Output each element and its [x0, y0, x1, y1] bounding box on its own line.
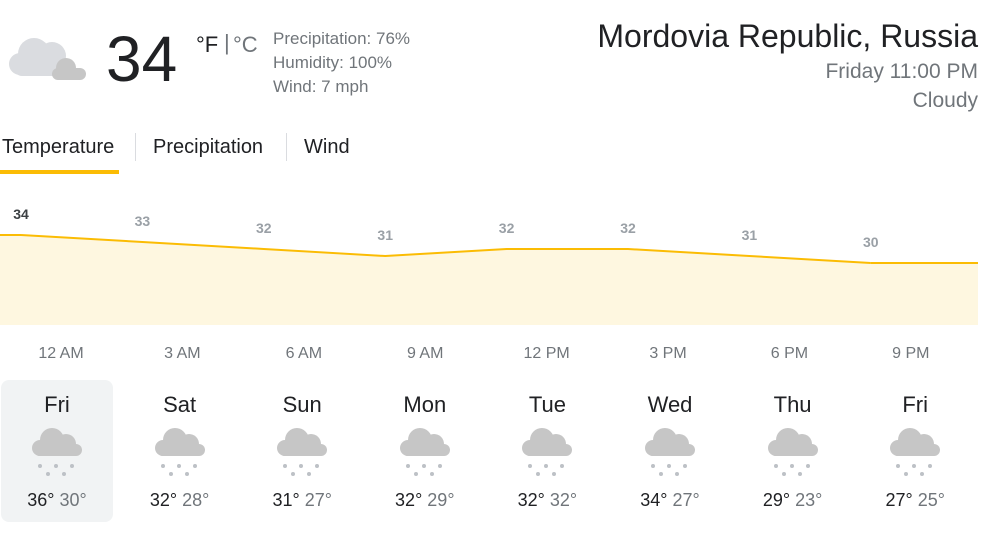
high: 32°: [149, 490, 178, 510]
value-label: 33: [135, 213, 151, 229]
value-label: 34: [13, 206, 29, 222]
day-name: Sun: [282, 392, 322, 417]
high: 36°: [27, 490, 55, 510]
location: Mordovia Republic, Russia: [597, 18, 978, 54]
weather-icon: [9, 38, 86, 80]
temperature-line: [20, 234, 871, 264]
day-card[interactable]: Wed 34° 27°: [614, 380, 726, 522]
high: 31°: [272, 490, 300, 510]
unit-separator: |: [224, 30, 230, 55]
day-icon: [890, 428, 941, 476]
low: 25°: [917, 490, 945, 510]
day-icon: [645, 428, 695, 476]
high: 27°: [885, 490, 913, 510]
value-label: 30: [863, 234, 879, 250]
day-card[interactable]: Tue 32° 32°: [491, 380, 603, 522]
temps: 32° 29°: [369, 490, 481, 511]
low: 27°: [304, 490, 332, 510]
day-icon: [277, 428, 328, 476]
tab-indicator: [0, 170, 119, 174]
day-card[interactable]: Fri 27° 25°: [859, 380, 971, 522]
value-label: 32: [620, 220, 636, 236]
day-icon: [154, 428, 205, 476]
day-icon: [399, 428, 450, 476]
x-tick-label: 9 PM: [892, 345, 929, 362]
day-card[interactable]: Fri 36° 30°: [1, 380, 113, 522]
day-card[interactable]: Sun 31° 27°: [246, 380, 358, 522]
day-card[interactable]: Thu 29° 23°: [737, 380, 849, 522]
day-name: Thu: [773, 392, 812, 417]
day-name: Mon: [403, 392, 447, 417]
x-tick-label: 3 AM: [164, 345, 200, 362]
condition: Cloudy: [912, 89, 978, 112]
tab[interactable]: Precipitation: [153, 136, 264, 158]
day-icon: [522, 428, 573, 476]
temps: 34° 27°: [614, 490, 726, 511]
low: 32°: [549, 490, 578, 510]
x-tick-label: 12 AM: [38, 345, 83, 362]
day-name: Wed: [647, 392, 693, 417]
temps: 31° 27°: [246, 490, 358, 511]
tab[interactable]: Temperature: [2, 136, 115, 158]
wind: Wind: 7 mph: [273, 77, 369, 96]
day-name: Fri: [902, 392, 929, 417]
day-card[interactable]: Sat 32° 28°: [124, 380, 236, 522]
low: 23°: [795, 490, 823, 510]
unit-c[interactable]: °C: [233, 32, 258, 57]
area-fill: [0, 235, 978, 325]
value-label: 31: [377, 227, 393, 243]
temps: 27° 25°: [859, 490, 971, 511]
humidity: Humidity: 100%: [273, 53, 393, 72]
x-tick-label: 9 AM: [407, 345, 443, 362]
current-temp: 34: [106, 23, 178, 95]
temps: 29° 23°: [737, 490, 849, 511]
tab[interactable]: Wind: [304, 136, 350, 158]
value-label: 32: [256, 220, 272, 236]
low: 28°: [182, 490, 210, 510]
high: 32°: [395, 490, 423, 510]
high: 32°: [517, 490, 545, 510]
x-tick-label: 12 PM: [523, 345, 569, 362]
temps: 32° 28°: [124, 490, 236, 511]
high: 29°: [762, 490, 791, 510]
day-card[interactable]: Mon 32° 29°: [369, 380, 481, 522]
low: 29°: [427, 490, 455, 510]
low: 27°: [672, 490, 700, 510]
x-tick-label: 3 PM: [649, 345, 686, 362]
day-icon: [767, 428, 818, 476]
temps: 32° 32°: [491, 490, 603, 511]
x-tick-label: 6 AM: [286, 345, 322, 362]
day-name: Sat: [163, 392, 197, 417]
time: Friday 11:00 PM: [825, 60, 978, 83]
temperature-chart: 34 12 AM 33 3 AM 32 6 AM 31 9 AM 32 12 PM 32 3 PM 31…: [0, 206, 978, 362]
divider: [135, 133, 136, 161]
precipitation: Precipitation: 76%: [273, 29, 411, 48]
day-name: Fri: [44, 392, 70, 417]
value-label: 32: [499, 220, 515, 236]
low: 30°: [59, 490, 87, 510]
high: 34°: [640, 490, 668, 510]
divider: [286, 133, 287, 161]
day-name: Tue: [528, 392, 566, 417]
temps: 36° 30°: [1, 490, 113, 511]
value-label: 31: [742, 227, 758, 243]
unit-f[interactable]: °F: [196, 32, 219, 57]
day-icon: [32, 428, 82, 476]
x-tick-label: 6 PM: [771, 345, 808, 362]
